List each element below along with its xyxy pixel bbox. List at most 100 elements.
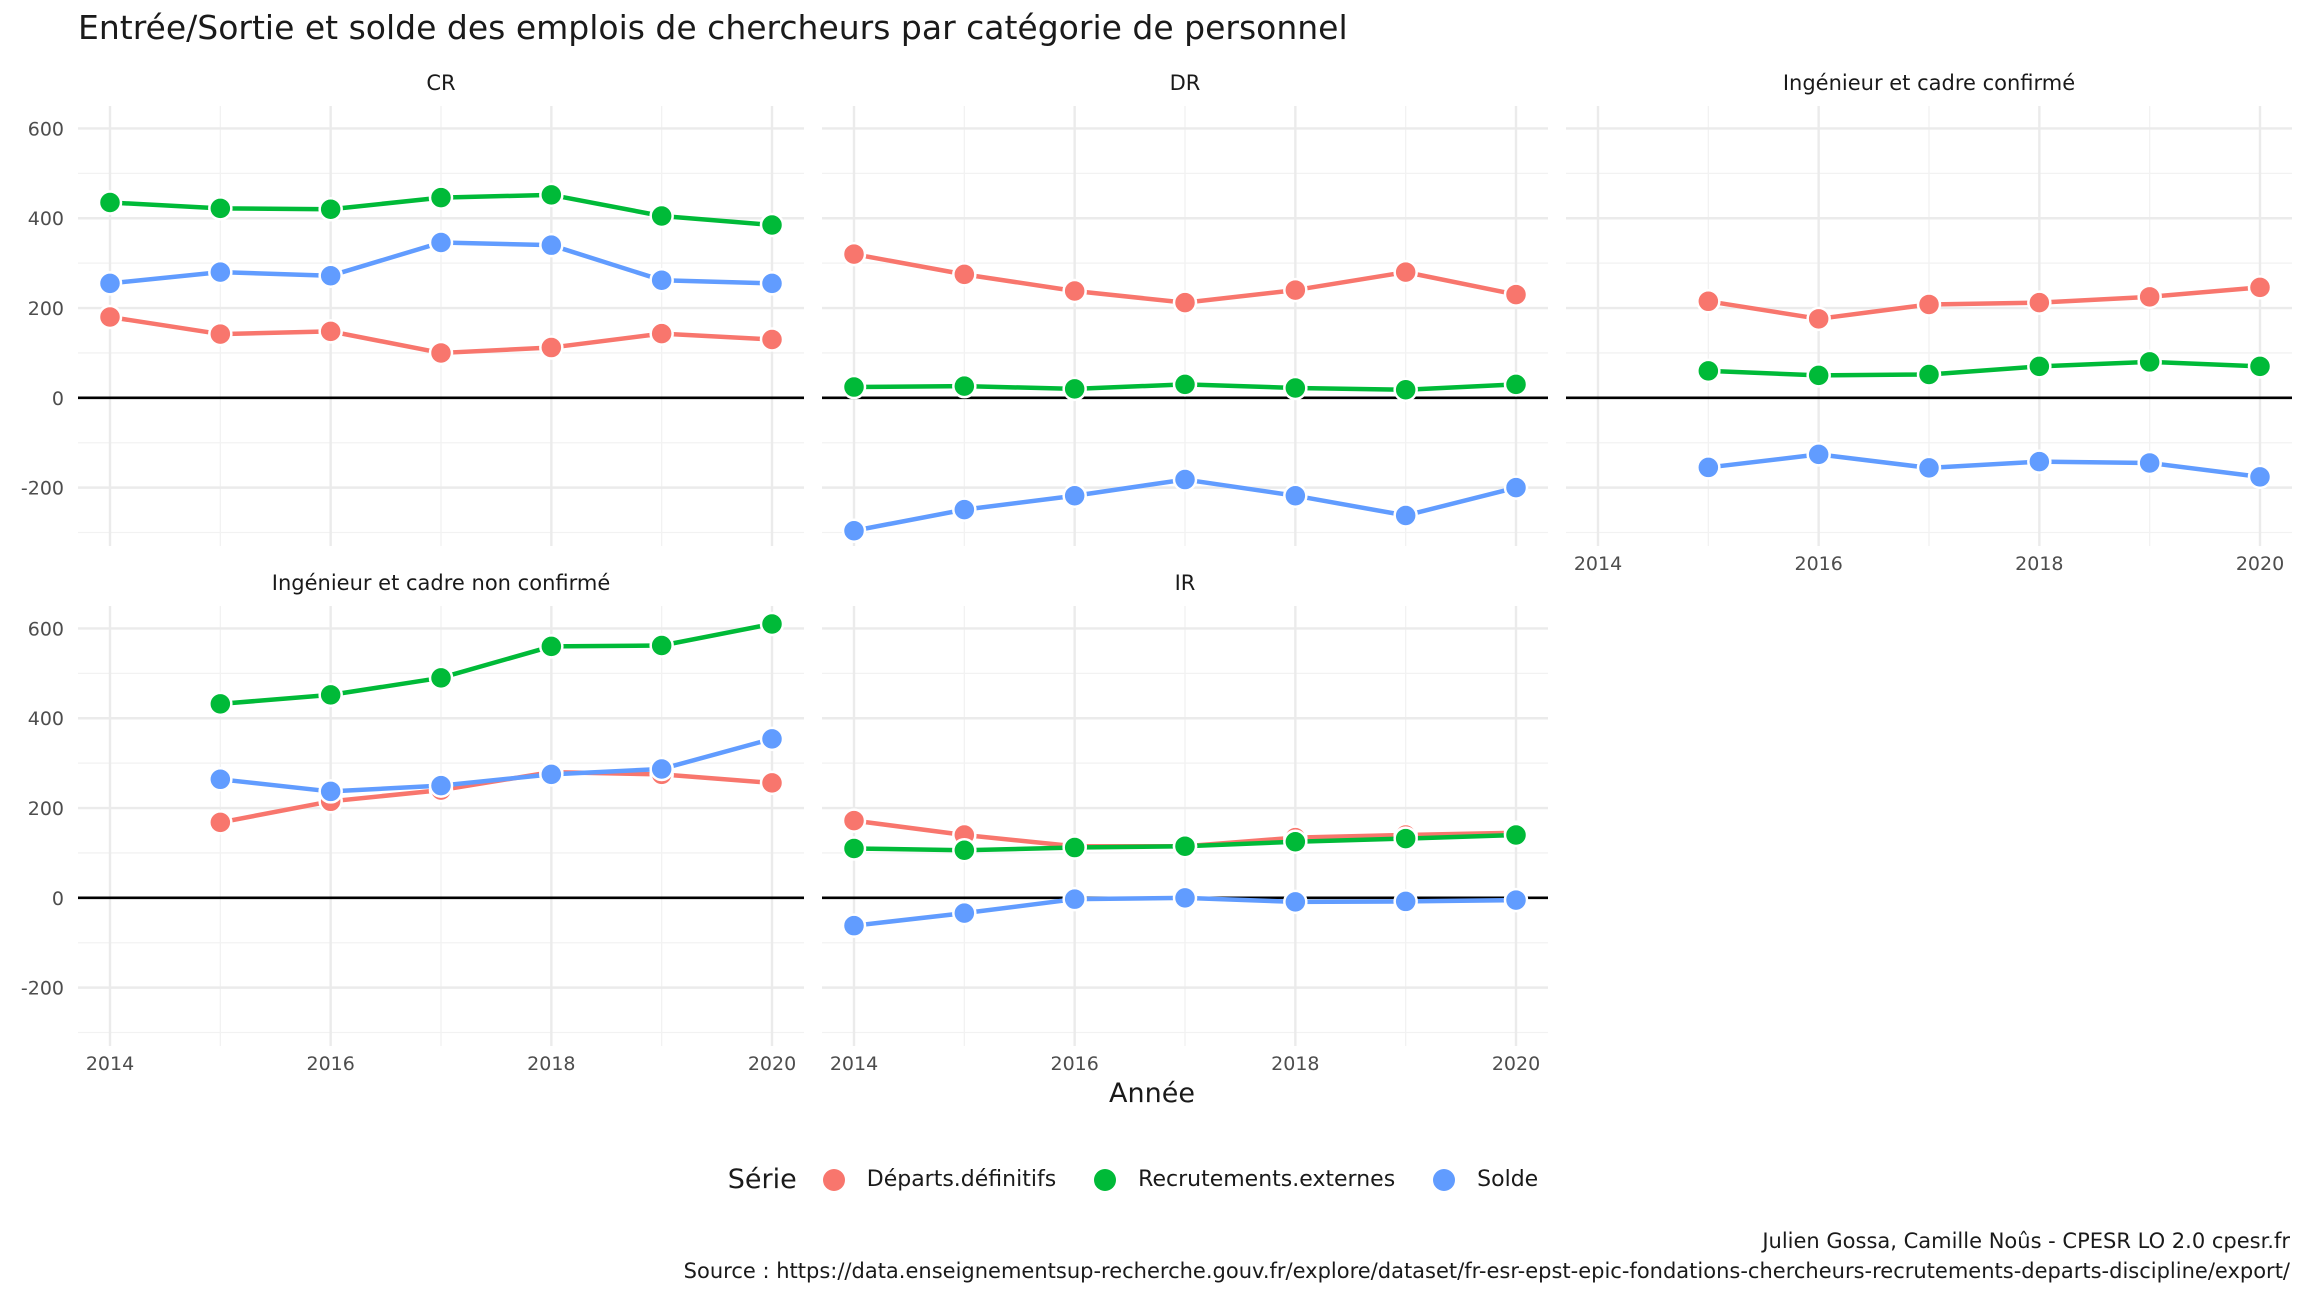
data-point xyxy=(1916,292,1942,317)
y-tick-label: -200 xyxy=(21,978,64,1000)
data-point xyxy=(952,837,977,863)
chart-title: Entrée/Sortie et solde des emplois de ch… xyxy=(78,8,1348,47)
data-point xyxy=(841,241,867,267)
x-tick-label: 2014 xyxy=(86,1053,134,1075)
legend-item-solde: Solde xyxy=(1433,1167,1538,1192)
data-point xyxy=(539,335,564,360)
y-tick-label: 400 xyxy=(28,208,64,230)
data-point xyxy=(1393,503,1418,528)
data-point xyxy=(208,196,233,221)
data-point xyxy=(208,810,233,835)
data-point xyxy=(2247,275,2273,300)
data-point xyxy=(2247,464,2273,490)
x-tick-label: 2020 xyxy=(1492,1053,1540,1075)
facet-title: IR xyxy=(1175,571,1196,595)
data-point xyxy=(1283,375,1308,401)
caption-authors: Julien Gossa, Camille Noûs - CPESR LO 2.… xyxy=(1762,1229,2290,1253)
series-line xyxy=(1706,359,2263,378)
data-point xyxy=(97,271,123,296)
x-tick-label: 2020 xyxy=(748,1053,796,1075)
data-point xyxy=(2137,349,2162,375)
legend-item-recrutements: Recrutements.externes xyxy=(1094,1167,1395,1192)
data-point xyxy=(318,197,343,222)
data-point xyxy=(428,773,454,798)
y-tick-label: 400 xyxy=(28,708,64,730)
legend-label-solde: Solde xyxy=(1477,1167,1539,1192)
legend-title: Série xyxy=(727,1164,797,1195)
data-point xyxy=(1503,822,1529,848)
data-point xyxy=(1393,259,1418,285)
data-point xyxy=(1393,377,1418,403)
data-point xyxy=(2027,290,2052,315)
data-point xyxy=(1062,886,1087,912)
data-point xyxy=(841,518,867,543)
data-point xyxy=(952,373,977,399)
data-point xyxy=(208,259,233,285)
data-point xyxy=(318,263,343,288)
facet-title: Ingénieur et cadre confirmé xyxy=(1783,71,2075,95)
data-point xyxy=(1283,889,1308,915)
data-point xyxy=(841,374,867,400)
x-tick-label: 2018 xyxy=(527,1053,575,1075)
y-tick-label: 0 xyxy=(52,388,64,410)
data-point xyxy=(318,779,343,804)
data-point xyxy=(649,203,674,229)
facet-title: Ingénieur et cadre non confirmé xyxy=(272,571,611,595)
data-point xyxy=(841,808,867,833)
series-line xyxy=(218,621,775,707)
data-point xyxy=(2247,354,2273,379)
series-line xyxy=(218,736,775,794)
data-point xyxy=(841,836,867,861)
data-point xyxy=(428,340,454,366)
data-point xyxy=(208,691,233,717)
data-point xyxy=(1503,475,1529,500)
y-tick-label: 600 xyxy=(28,118,64,140)
legend-item-departs: Départs.définitifs xyxy=(822,1167,1056,1192)
data-point xyxy=(539,182,564,208)
x-tick-label: 2014 xyxy=(830,1053,878,1075)
data-point xyxy=(1283,277,1308,303)
data-point xyxy=(318,319,343,344)
legend-swatch-departs xyxy=(822,1168,845,1191)
y-tick-label: 0 xyxy=(52,888,64,910)
data-point xyxy=(428,230,454,255)
data-point xyxy=(759,212,785,238)
legend-swatch-solde xyxy=(1433,1168,1456,1191)
data-point xyxy=(97,190,123,215)
x-tick-label: 2016 xyxy=(1050,1053,1098,1075)
caption-source: Source : https://data.enseignementsup-re… xyxy=(683,1259,2290,1283)
data-point xyxy=(1503,887,1529,913)
data-point xyxy=(1806,442,1831,467)
data-point xyxy=(208,321,233,347)
y-tick-label: 200 xyxy=(28,798,64,820)
data-point xyxy=(1393,826,1418,851)
data-point xyxy=(1172,290,1198,315)
y-tick-label: 200 xyxy=(28,298,64,320)
legend-swatch-recrutements xyxy=(1094,1168,1117,1191)
data-point xyxy=(952,497,977,522)
series-line xyxy=(1706,285,2263,322)
data-point xyxy=(2137,284,2162,310)
data-point xyxy=(1696,289,1721,314)
facet-title: CR xyxy=(426,71,455,95)
data-point xyxy=(952,900,977,926)
data-point xyxy=(952,262,977,287)
data-point xyxy=(649,756,674,782)
data-point xyxy=(759,770,785,796)
data-point xyxy=(2027,354,2052,379)
data-point xyxy=(1806,306,1831,332)
data-point xyxy=(1283,829,1308,854)
data-point xyxy=(208,767,233,792)
x-axis-title: Année xyxy=(1109,1078,1195,1109)
data-point xyxy=(1806,363,1831,388)
data-point xyxy=(1696,455,1721,480)
data-point xyxy=(1393,889,1418,914)
data-point xyxy=(759,271,785,296)
data-point xyxy=(759,611,785,637)
data-point xyxy=(1503,282,1529,307)
y-tick-label: -200 xyxy=(21,478,64,500)
data-point xyxy=(1916,362,1942,387)
data-point xyxy=(428,665,454,691)
data-point xyxy=(1172,833,1198,859)
